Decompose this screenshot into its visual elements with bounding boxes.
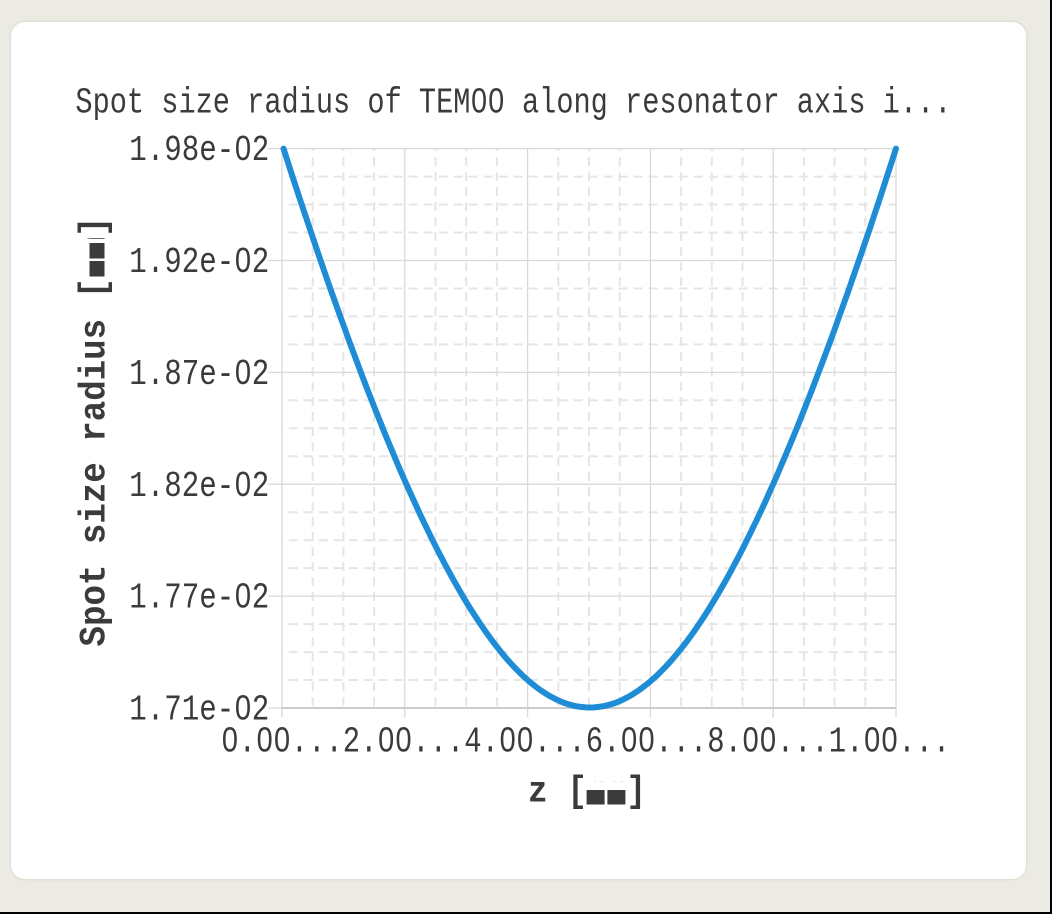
svg-text:Spot size radius of TEM00 alon: Spot size radius of TEM00 along resonato… — [75, 82, 951, 123]
svg-text:1.92e-02: 1.92e-02 — [129, 242, 269, 283]
svg-text:Spot size radius [mm]: Spot size radius [mm] — [75, 217, 117, 647]
svg-text:1.87e-02: 1.87e-02 — [129, 354, 269, 395]
svg-text:1.82e-02: 1.82e-02 — [129, 466, 269, 507]
svg-text:1.98e-02: 1.98e-02 — [129, 130, 269, 171]
svg-text:0.00...2.00...4.00...6.00...8.: 0.00...2.00...4.00...6.00...8.00...1.00.… — [221, 722, 950, 763]
svg-text:1.77e-02: 1.77e-02 — [129, 578, 269, 619]
